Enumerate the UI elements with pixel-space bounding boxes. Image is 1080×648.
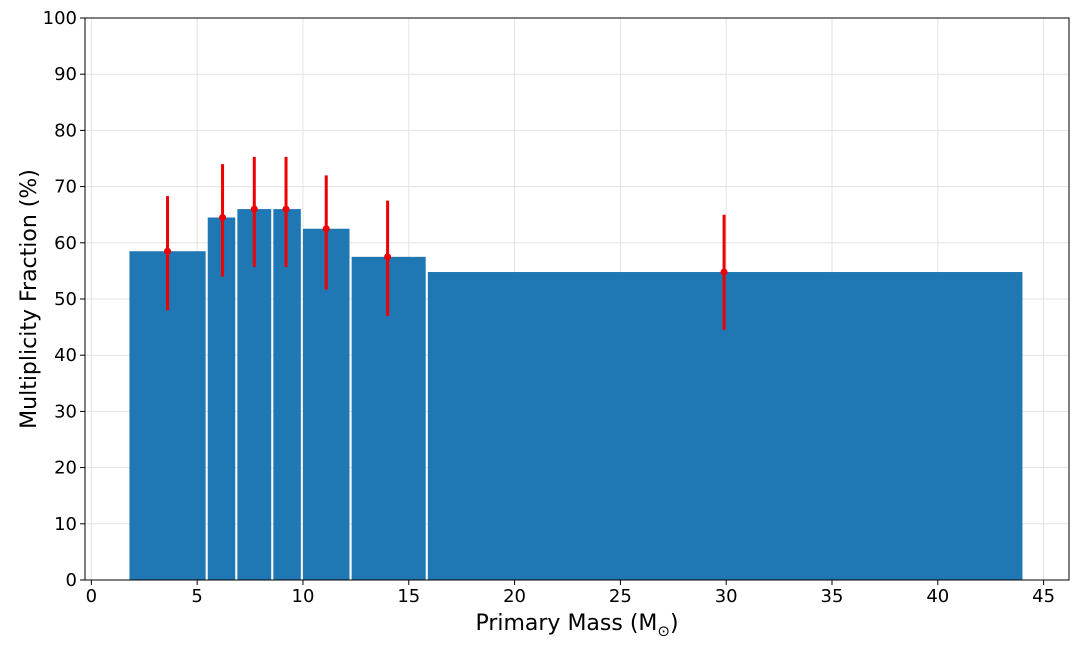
histogram-bar xyxy=(237,209,272,580)
x-tick-label: 0 xyxy=(86,586,97,607)
histogram-bar xyxy=(273,209,301,580)
data-point xyxy=(250,205,258,213)
histogram-bar xyxy=(207,217,236,580)
data-point xyxy=(720,268,728,276)
x-tick-label: 35 xyxy=(821,586,844,607)
error-layer xyxy=(164,156,728,330)
y-tick-label: 60 xyxy=(54,233,77,254)
bar-layer xyxy=(129,209,1023,581)
y-tick-label: 100 xyxy=(43,8,77,29)
x-tick-label: 25 xyxy=(609,586,632,607)
x-tick-label: 20 xyxy=(503,586,526,607)
data-point xyxy=(164,247,172,255)
y-tick-label: 40 xyxy=(54,345,77,366)
data-point xyxy=(282,205,290,213)
y-tick-label: 20 xyxy=(54,458,77,479)
x-tick-label: 45 xyxy=(1032,586,1055,607)
x-axis-title: Primary Mass (M⊙) xyxy=(475,611,678,640)
y-tick-label: 50 xyxy=(54,289,77,310)
y-tick-label: 0 xyxy=(66,570,77,591)
y-tick-label: 10 xyxy=(54,514,77,535)
x-tick-label: 15 xyxy=(397,586,420,607)
tick-layer: 0 5 10 15 20 25 30 35 40 45 0 10 20 30 40 50 60 70 80 90 100 xyxy=(43,8,1055,607)
data-point xyxy=(384,253,392,261)
y-tick-label: 70 xyxy=(54,177,77,198)
x-tick-label: 40 xyxy=(926,586,949,607)
y-tick-label: 90 xyxy=(54,64,77,85)
x-tick-label: 10 xyxy=(292,586,315,607)
y-tick-label: 30 xyxy=(54,401,77,422)
y-axis-title: Multiplicity Fraction (%) xyxy=(17,169,42,429)
data-point xyxy=(219,214,227,222)
y-tick-label: 80 xyxy=(54,120,77,141)
x-tick-label: 30 xyxy=(715,586,738,607)
x-tick-label: 5 xyxy=(191,586,202,607)
data-point xyxy=(322,225,330,233)
